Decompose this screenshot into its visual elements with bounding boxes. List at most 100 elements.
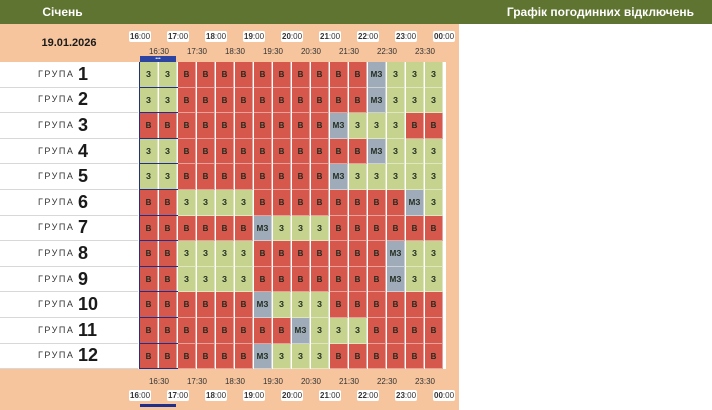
schedule-cell: В xyxy=(273,266,291,293)
schedule-cell: В xyxy=(235,292,253,318)
schedule-cell: В xyxy=(406,113,424,139)
schedule-cell: В xyxy=(368,241,386,267)
schedule-cell: В xyxy=(273,62,291,88)
top-half-hour-label: 17:30 xyxy=(186,47,208,56)
schedule-cell: З xyxy=(387,62,405,88)
bottom-hour-16: 16:00 xyxy=(129,390,151,401)
schedule-cell: В xyxy=(311,62,329,88)
schedule-cell: В xyxy=(178,113,196,139)
schedule-cell: В xyxy=(159,343,177,370)
schedule-cell: В xyxy=(330,215,348,242)
schedule-cell: В xyxy=(311,241,329,267)
schedule-cell: В xyxy=(159,266,177,293)
group-word: ГРУПА xyxy=(38,299,75,310)
group-number: 3 xyxy=(78,114,89,135)
schedule-cell: В xyxy=(292,266,310,293)
schedule-cell: В xyxy=(216,113,234,139)
top-hour-16: 16:00 xyxy=(129,31,151,42)
schedule-cell: В xyxy=(197,292,215,318)
schedule-cell: МЗ xyxy=(254,215,272,242)
bottom-hour-22: 22:00 xyxy=(357,390,379,401)
schedule-cell: В xyxy=(311,138,329,165)
bottom-half-hour-label: 16:30 xyxy=(148,377,170,386)
bottom-half-hour-label: 18:30 xyxy=(224,377,246,386)
schedule-cell: З xyxy=(387,164,405,190)
schedule-cell: В xyxy=(349,62,367,88)
schedule-cell: В xyxy=(178,318,196,344)
group-word: ГРУПА xyxy=(38,222,75,233)
schedule-cell: В xyxy=(330,241,348,267)
schedule-cell: З xyxy=(425,87,443,114)
schedule-cell: В xyxy=(311,113,329,139)
bottom-half-hour-label: 23:30 xyxy=(414,377,436,386)
bottom-hour-21: 21:00 xyxy=(319,390,341,401)
schedule-cell: В xyxy=(425,215,443,242)
schedule-cell: В xyxy=(216,318,234,344)
current-time-marker: ••• xyxy=(140,56,176,62)
schedule-cell: В xyxy=(330,343,348,370)
schedule-cell: В xyxy=(178,343,196,370)
current-hour-separator xyxy=(140,189,178,190)
schedule-date: 19.01.2026 xyxy=(41,37,97,49)
schedule-cell: В xyxy=(140,190,158,216)
schedule-cell: В xyxy=(425,113,443,139)
schedule-cell: В xyxy=(197,164,215,190)
schedule-cell: З xyxy=(140,138,158,165)
schedule-cell: В xyxy=(368,318,386,344)
schedule-cell: З xyxy=(311,292,329,318)
schedule-cell: З xyxy=(197,241,215,267)
schedule-cell: В xyxy=(330,87,348,114)
schedule-cell: В xyxy=(254,87,272,114)
schedule-cell: В xyxy=(368,190,386,216)
schedule-cell: З xyxy=(292,215,310,242)
schedule-cell: В xyxy=(235,215,253,242)
schedule-cell: В xyxy=(349,266,367,293)
schedule-cell: В xyxy=(254,113,272,139)
schedule-cell: В xyxy=(349,215,367,242)
schedule-cell: МЗ xyxy=(368,62,386,88)
schedule-cell: З xyxy=(425,138,443,165)
schedule-cell: В xyxy=(311,87,329,114)
schedule-cell: В xyxy=(197,138,215,165)
group-word: ГРУПА xyxy=(38,68,75,79)
schedule-cell: В xyxy=(254,241,272,267)
schedule-cell: В xyxy=(292,164,310,190)
schedule-cell: З xyxy=(216,241,234,267)
schedule-cell: В xyxy=(216,87,234,114)
schedule-cell: З xyxy=(311,318,329,344)
schedule-cell: В xyxy=(235,343,253,370)
schedule-cell: З xyxy=(387,87,405,114)
schedule-cell: В xyxy=(216,292,234,318)
schedule-cell: МЗ xyxy=(387,266,405,293)
schedule-cell: З xyxy=(425,266,443,293)
schedule-cell: З xyxy=(292,343,310,370)
group-number: 4 xyxy=(78,140,89,161)
schedule-cell: В xyxy=(292,241,310,267)
schedule-cell: В xyxy=(159,113,177,139)
schedule-cell: З xyxy=(330,318,348,344)
schedule-cell: МЗ xyxy=(254,343,272,370)
schedule-cell: В xyxy=(349,87,367,114)
right-edge-strip xyxy=(446,62,459,369)
schedule-cell: З xyxy=(178,266,196,293)
schedule-cell: З xyxy=(140,164,158,190)
schedule-cell: З xyxy=(273,292,291,318)
schedule-cell: З xyxy=(159,164,177,190)
schedule-cell: В xyxy=(311,164,329,190)
group-word: ГРУПА xyxy=(38,119,75,130)
current-time-line xyxy=(139,62,140,370)
schedule-cell: В xyxy=(311,190,329,216)
schedule-cell: В xyxy=(273,318,291,344)
current-hour-separator xyxy=(140,240,178,242)
group-label-12: ГРУПА 12 xyxy=(0,343,138,370)
schedule-cell: З xyxy=(406,62,424,88)
schedule-cell: МЗ xyxy=(330,164,348,190)
schedule-cell: В xyxy=(273,164,291,190)
schedule-cell: В xyxy=(197,87,215,114)
schedule-cell: В xyxy=(406,318,424,344)
schedule-cell: З xyxy=(387,113,405,139)
schedule-cell: В xyxy=(235,318,253,344)
schedule-cell: З xyxy=(159,138,177,165)
current-hour-separator xyxy=(140,291,178,293)
schedule-cell: В xyxy=(235,87,253,114)
